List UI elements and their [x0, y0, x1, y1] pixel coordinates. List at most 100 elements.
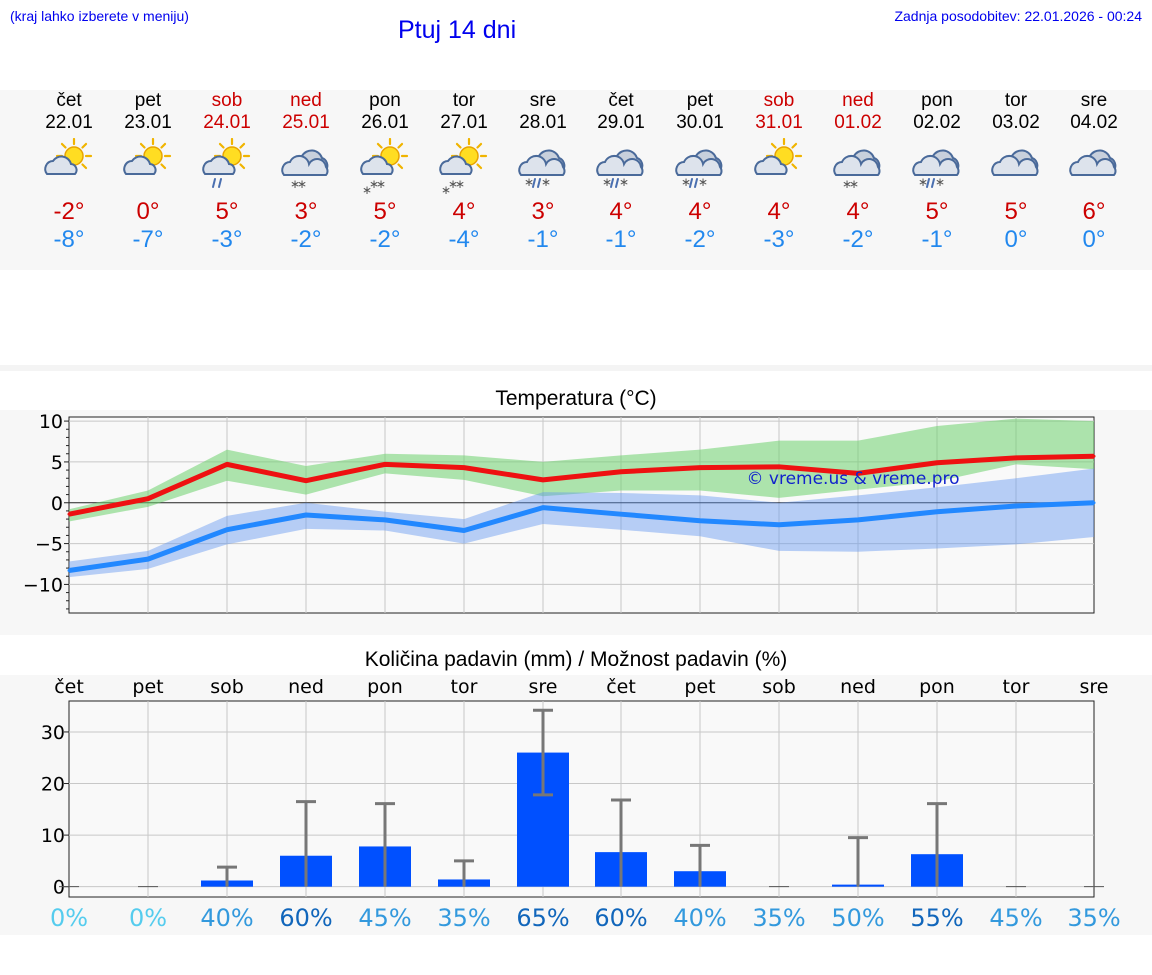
snowflake-icon: ∗ — [376, 177, 386, 191]
day-column: pon 02.02 ∗ ∗ 5° -1° — [898, 90, 976, 254]
daily-forecast-strip: čet 22.01 -2° -8° pet 23.01 0° -7° sob 24.01 5° -3°… — [0, 90, 1152, 270]
precipitation-chart: čet pet sob ned pon tor sre čet pet sob ned pon tor s… — [0, 675, 1152, 935]
separator-band — [0, 365, 1152, 371]
day-column: pon 26.01 ∗ ∗ ∗ 5° -2° — [346, 90, 424, 254]
x-tick-label: pon — [367, 676, 403, 698]
cloud-icon — [439, 155, 473, 175]
day-name: ned — [842, 90, 874, 111]
watermark: © vreme.us & vreme.pro — [746, 469, 959, 489]
day-date: 01.02 — [834, 112, 882, 133]
day-name: pon — [369, 90, 401, 111]
cloud-icon — [833, 149, 881, 176]
day-column: pet 23.01 0° -7° — [109, 90, 187, 254]
min-temperature: -7° — [132, 226, 164, 253]
precip-chance-label: 40% — [673, 904, 726, 932]
cloud-icon — [44, 155, 78, 175]
min-temperature: -2° — [684, 226, 716, 253]
data-point-max — [383, 462, 387, 466]
raindrop-icon — [926, 178, 930, 188]
data-point-max — [67, 512, 71, 516]
snowflake-icon: ∗ — [541, 175, 551, 189]
cloud-sleet-icon: ∗ ∗ — [518, 149, 566, 189]
snowflake-icon: ∗ — [290, 177, 300, 191]
data-point-max — [541, 478, 545, 482]
day-name: tor — [452, 90, 476, 111]
series-band-min — [69, 468, 1094, 578]
snowflake-icon: ∗ — [619, 175, 629, 189]
day-column: tor 03.02 5° 0° — [977, 90, 1055, 254]
day-column: ned 01.02 ∗ ∗ 4° -2° — [819, 90, 897, 254]
day-date: 02.02 — [913, 112, 961, 133]
cloud-icon — [518, 149, 566, 176]
min-temperature: -2° — [369, 226, 401, 253]
cloud-sleet-icon: ∗ ∗ — [675, 149, 723, 189]
day-name: čet — [56, 90, 82, 111]
x-tick-label: tor — [1003, 676, 1030, 698]
raindrop-icon — [532, 178, 536, 188]
precip-chance-label: 60% — [594, 904, 647, 932]
data-point-min — [67, 569, 71, 573]
min-temperature: -1° — [605, 226, 637, 253]
max-temperature: 0° — [136, 198, 160, 225]
day-name: ned — [290, 90, 322, 111]
precip-chance-label: 35% — [437, 904, 490, 932]
day-date: 31.01 — [755, 112, 803, 133]
max-temperature: 4° — [688, 198, 712, 225]
max-temperature: 6° — [1082, 198, 1106, 225]
region-note[interactable]: (kraj lahko izberete v meniju) — [10, 8, 189, 24]
x-tick-label: sre — [529, 676, 558, 698]
series-line-max — [68, 453, 1095, 517]
day-name: sob — [211, 90, 243, 111]
max-temperature: 5° — [215, 198, 239, 225]
day-date: 28.01 — [519, 112, 567, 133]
data-point-max — [225, 462, 229, 466]
min-temperature: 0° — [1082, 226, 1106, 253]
day-date: 04.02 — [1070, 112, 1118, 133]
y-tick-label: −5 — [35, 534, 63, 556]
max-temperature: 5° — [925, 198, 949, 225]
min-temperature: -1° — [921, 226, 953, 253]
snowflake-icon: ∗ — [681, 175, 691, 189]
cloud-icon — [596, 149, 644, 176]
precip-chance-label: 40% — [200, 904, 253, 932]
snowflake-icon: ∗ — [369, 177, 379, 191]
sun-cloud-rain-icon — [202, 138, 251, 188]
day-date: 29.01 — [597, 112, 645, 133]
snowflake-icon: ∗ — [524, 175, 534, 189]
data-point-max — [856, 471, 860, 475]
data-point-max — [1014, 456, 1018, 460]
x-tick-label: čet — [606, 676, 636, 698]
precip-chance-label: 50% — [831, 904, 884, 932]
day-name: čet — [608, 90, 634, 111]
sun-cloud-icon — [44, 138, 93, 175]
max-temperature: -2° — [53, 198, 85, 225]
y-tick-label: 0 — [53, 877, 65, 899]
temperature-chart-title: Temperatura (°C) — [495, 387, 657, 410]
day-column: čet 29.01 ∗ ∗ 4° -1° — [582, 90, 660, 254]
day-column: sob 31.01 4° -3° — [740, 90, 818, 254]
last-update: Zadnja posodobitev: 22.01.2026 - 00:24 — [894, 8, 1142, 24]
max-temperature: 3° — [294, 198, 318, 225]
precip-chance-label: 45% — [989, 904, 1042, 932]
x-tick-label: sob — [762, 676, 796, 698]
day-date: 23.01 — [124, 112, 172, 133]
raindrop-icon — [218, 178, 222, 188]
snowflake-icon: ∗ — [849, 177, 859, 191]
snowflake-icon: ∗ — [935, 175, 945, 189]
cloud-icon — [1069, 149, 1117, 176]
snowflake-icon: ∗ — [441, 183, 451, 196]
day-column: čet 22.01 -2° -8° — [30, 90, 108, 254]
y-tick-label: −10 — [23, 574, 63, 596]
temperature-chart: 10 5 0 −5 −10 © vreme.us & vreme.pro — [0, 410, 1152, 635]
cloud-sleet-icon: ∗ ∗ — [912, 149, 960, 189]
data-point-min — [383, 518, 387, 522]
precip-chance-label: 60% — [279, 904, 332, 932]
day-date: 24.01 — [203, 112, 251, 133]
data-point-min — [1014, 504, 1018, 508]
min-temperature: -1° — [527, 226, 559, 253]
series-line-min — [68, 500, 1095, 574]
day-date: 30.01 — [676, 112, 724, 133]
x-tick-label: pon — [919, 676, 955, 698]
cloud-icon — [991, 149, 1039, 176]
day-name: sre — [529, 90, 557, 111]
